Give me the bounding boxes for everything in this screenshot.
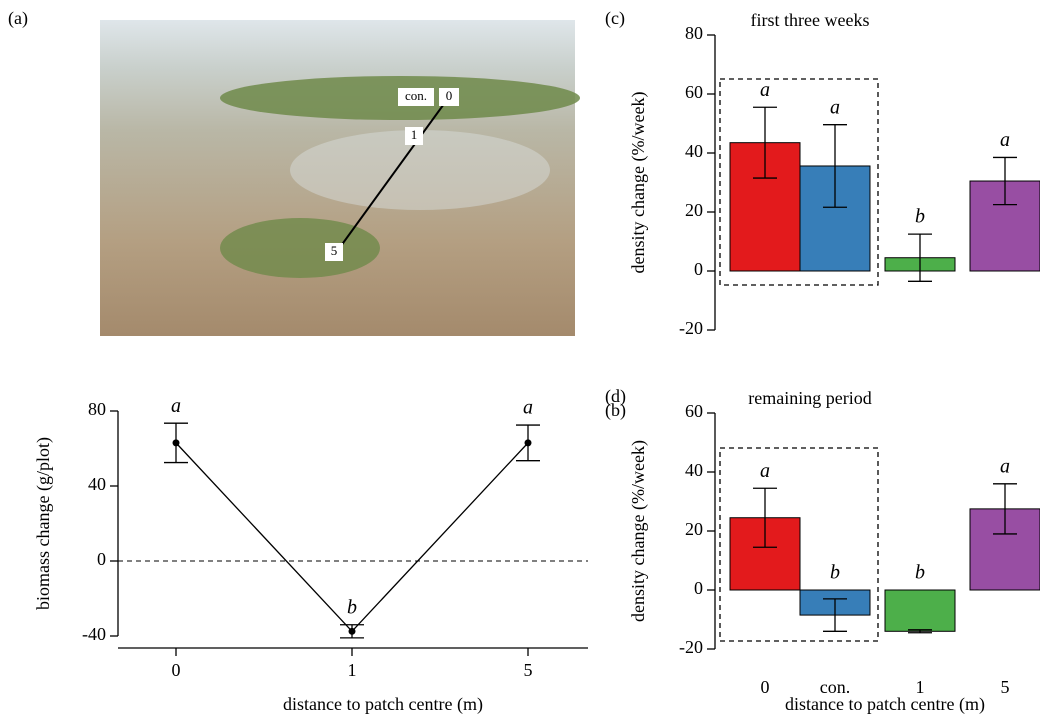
photo-label: 0: [446, 88, 453, 103]
significance-letter: a: [1000, 129, 1010, 151]
photo-panel: (a) con. 0 1 5: [8, 8, 580, 336]
panel-label: (b): [605, 400, 626, 421]
y-tick-label: 80: [88, 399, 106, 419]
significance-letter: a: [760, 79, 770, 101]
significance-letter: b: [830, 562, 840, 584]
x-tick-label: 0: [761, 677, 770, 697]
error-bar: [753, 106, 777, 179]
point: [524, 439, 532, 447]
significance-letter: a: [1000, 455, 1010, 477]
y-axis-label: biomass change (g/plot): [33, 437, 54, 610]
significance-letter: a: [830, 96, 840, 118]
x-axis-label: distance to patch centre (m): [283, 694, 483, 715]
x-tick-label: 1: [916, 677, 925, 697]
y-tick-label: 0: [694, 259, 703, 279]
y-tick-label: 20: [685, 200, 703, 220]
photo-label: 1: [411, 127, 418, 142]
significance-letter: b: [915, 206, 925, 228]
error-bar: [908, 233, 932, 282]
grass: [220, 218, 380, 278]
label-box: [405, 127, 423, 145]
chart-title: first three weeks: [751, 10, 870, 30]
point: [348, 627, 356, 635]
error-bar: [908, 629, 932, 634]
error-bar: [993, 156, 1017, 206]
y-axis-label: density change (%/week): [628, 440, 649, 622]
y-tick-label: -40: [82, 624, 106, 644]
highlight-box: [719, 78, 879, 286]
x-tick-label: 5: [524, 660, 533, 680]
label-box: [439, 88, 459, 106]
panel-label: (d): [605, 386, 626, 407]
point: [172, 439, 180, 447]
x-tick-label: con.: [820, 677, 851, 697]
y-tick-label: 80: [685, 23, 703, 43]
y-tick-label: -20: [679, 637, 703, 657]
panel-label: (c): [605, 8, 625, 29]
y-tick-label: 20: [685, 519, 703, 539]
y-tick-label: 60: [685, 82, 703, 102]
y-tick-label: 40: [685, 460, 703, 480]
y-tick-label: -20: [679, 318, 703, 338]
x-axis-label: distance to patch centre (m): [785, 694, 985, 715]
significance-letter: b: [915, 562, 925, 584]
error-bar: [823, 124, 847, 208]
y-tick-label: 60: [685, 401, 703, 421]
x-tick-label: 1: [348, 660, 357, 680]
error-bar: [823, 598, 847, 632]
significance-letter: b: [347, 596, 357, 618]
transect: [337, 96, 450, 251]
x-tick-label: 5: [1001, 677, 1010, 697]
error-bar: [753, 487, 777, 548]
photo-label: 5: [331, 243, 338, 258]
bar: [884, 589, 956, 632]
y-tick-label: 40: [685, 141, 703, 161]
x-tick-label: 0: [172, 660, 181, 680]
highlight-box: [719, 447, 879, 642]
significance-letter: a: [760, 460, 770, 482]
y-tick-label: 0: [694, 578, 703, 598]
reflection: [290, 130, 550, 210]
error-bar: [993, 483, 1017, 535]
label-box: [325, 243, 343, 261]
y-tick-label: 40: [88, 474, 106, 494]
y-tick-label: 0: [97, 549, 106, 569]
chart-title: remaining period: [748, 388, 871, 408]
significance-letter: a: [523, 397, 533, 419]
y-axis-label: density change (%/week): [628, 92, 649, 274]
photo-label: con.: [405, 88, 427, 103]
significance-letter: a: [171, 395, 181, 417]
panel-label: (a): [8, 8, 28, 29]
label-box: [398, 88, 434, 106]
